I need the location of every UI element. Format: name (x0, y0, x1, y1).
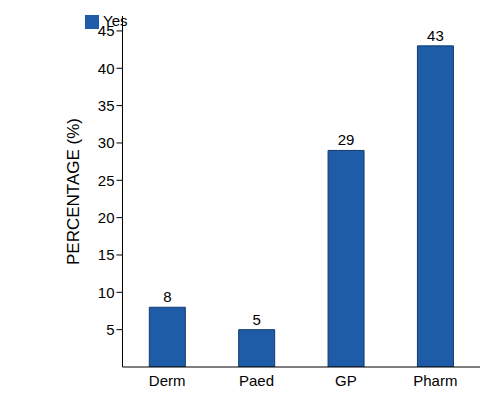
svg-text:5: 5 (253, 311, 261, 328)
svg-text:5: 5 (106, 321, 114, 338)
svg-text:PERCENTAGE (%): PERCENTAGE (%) (64, 118, 83, 265)
svg-text:35: 35 (98, 97, 115, 114)
svg-text:8: 8 (163, 288, 171, 305)
svg-text:GP: GP (335, 372, 357, 389)
svg-text:25: 25 (98, 172, 115, 189)
svg-text:30: 30 (98, 134, 115, 151)
svg-text:Paed: Paed (239, 372, 274, 389)
svg-text:43: 43 (427, 27, 444, 44)
svg-text:45: 45 (98, 22, 115, 39)
svg-text:Derm: Derm (149, 372, 186, 389)
svg-text:40: 40 (98, 60, 115, 77)
svg-text:20: 20 (98, 209, 115, 226)
svg-text:29: 29 (338, 131, 355, 148)
svg-text:10: 10 (98, 284, 115, 301)
svg-text:15: 15 (98, 246, 115, 263)
html-text:Yes: Yes (103, 12, 128, 29)
svg-text:Pharm: Pharm (413, 372, 457, 389)
